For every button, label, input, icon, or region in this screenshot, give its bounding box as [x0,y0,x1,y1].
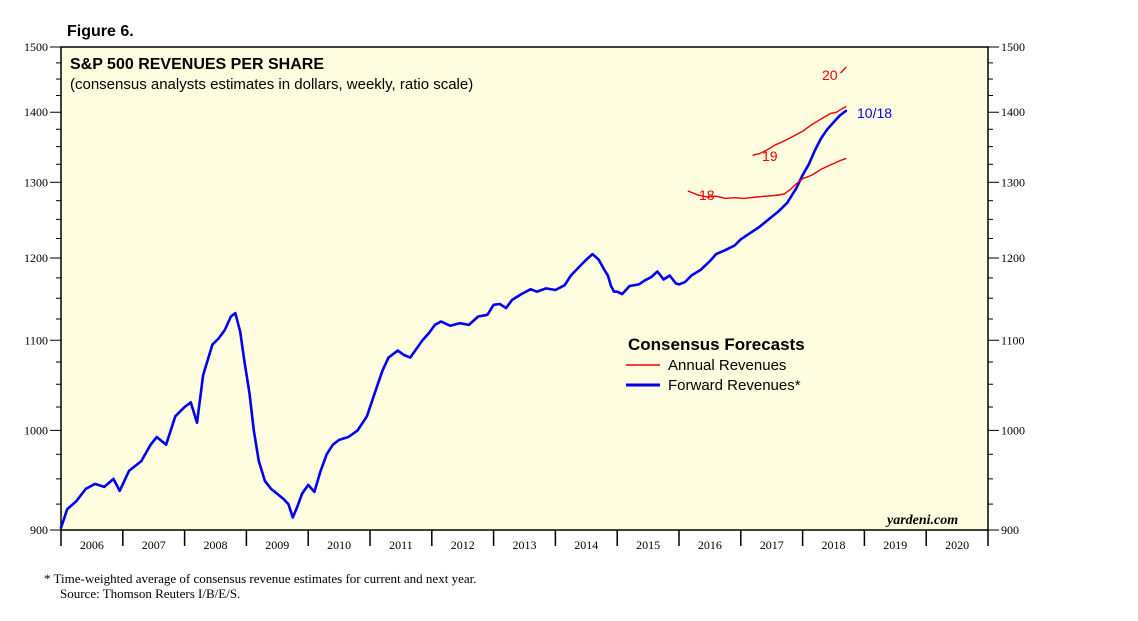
x-tick-label: 2018 [822,538,846,552]
x-tick-label: 2015 [636,538,660,552]
y-tick-label: 1500 [1001,40,1025,54]
legend: Consensus Forecasts Annual Revenues Forw… [626,335,805,394]
watermark: yardeni.com [885,513,958,528]
series-layer [59,66,848,530]
y-axis-left: 900 1000 1100 1200 1300 1400 1500 [24,40,61,537]
y-tick-label: 1300 [1001,175,1025,189]
chart-title: S&P 500 REVENUES PER SHARE [70,56,324,73]
x-tick-label: 2017 [760,538,784,552]
y-tick-label: 1500 [24,40,48,54]
y-tick-label: 900 [30,523,48,537]
legend-title: Consensus Forecasts [628,335,805,354]
annual-revenues-line-19 [752,106,847,156]
y-tick-label: 1100 [24,333,48,347]
y-tick-label: 1200 [1001,251,1025,265]
legend-label-annual: Annual Revenues [668,357,786,374]
x-axis: 2006 2007 2008 2009 2010 2011 2012 2013 2014 2015… [60,530,989,552]
y-tick-label: 1400 [1001,105,1025,119]
annual-revenues-line-18 [687,157,847,200]
x-tick-label: 2019 [883,538,907,552]
x-tick-label: 2011 [389,538,413,552]
y-tick-label: 1400 [24,105,48,119]
y-tick-label: 900 [1001,523,1019,537]
figure-label: Figure 6. [67,23,134,40]
chart-subtitle: (consensus analysts estimates in dollars… [70,76,473,93]
x-tick-label: 2010 [327,538,351,552]
annotation-20: 20 [822,67,838,83]
y-tick-label: 1300 [24,175,48,189]
annotation-10-18: 10/18 [857,105,892,121]
y-tick-label: 1000 [1001,423,1025,437]
y-tick-label: 1200 [24,251,48,265]
annotation-19: 19 [762,148,778,164]
x-tick-label: 2012 [451,538,475,552]
y-tick-label: 1100 [1001,333,1025,347]
x-tick-label: 2016 [698,538,722,552]
forward-revenues-line [59,109,848,530]
x-tick-label: 2007 [142,538,166,552]
x-tick-label: 2014 [574,538,598,552]
source-note: Source: Thomson Reuters I/B/E/S. [60,586,240,601]
plot-area [60,46,989,531]
y-tick-label: 1000 [24,423,48,437]
x-tick-label: 2006 [80,538,104,552]
x-tick-label: 2009 [265,538,289,552]
legend-label-forward: Forward Revenues* [668,377,801,394]
footnote: * Time-weighted average of consensus rev… [44,571,476,586]
x-tick-label: 2013 [513,538,537,552]
annotation-18: 18 [699,187,715,203]
x-tick-label: 2020 [945,538,969,552]
x-tick-label: 2008 [204,538,228,552]
y-axis-right: 900 1000 1100 1200 1300 1400 1500 [988,40,1025,537]
annual-revenues-line-20 [840,66,847,74]
